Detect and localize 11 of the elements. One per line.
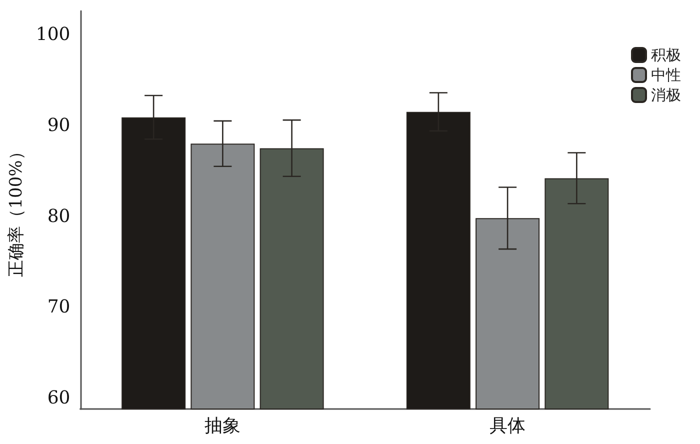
y-axis-title: 正确率（100%） <box>6 143 26 277</box>
y-tick-label: 100 <box>36 24 70 46</box>
legend-label: 中性 <box>651 66 681 84</box>
y-tick-label: 60 <box>47 388 70 409</box>
y-tick-label: 80 <box>47 206 70 227</box>
legend-label: 积极 <box>651 46 681 64</box>
x-tick-label: 具体 <box>490 416 526 436</box>
y-tick-label: 90 <box>47 114 70 136</box>
x-tick-label: 抽象 <box>204 416 241 436</box>
y-tick-label: 70 <box>47 296 70 318</box>
legend-label: 消极 <box>651 86 681 104</box>
